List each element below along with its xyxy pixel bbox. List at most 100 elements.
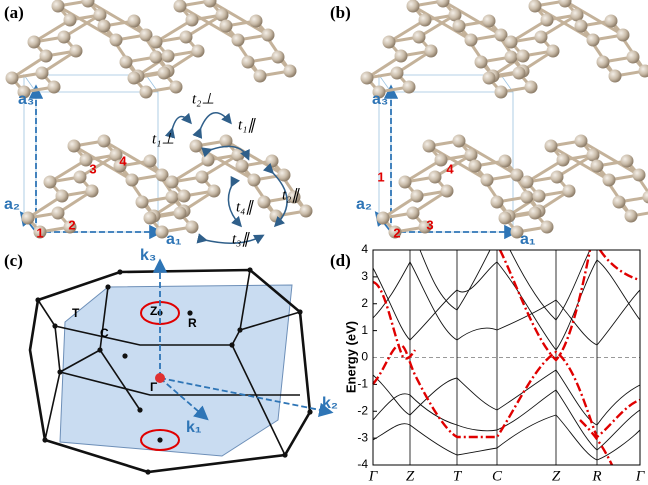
atom bbox=[541, 14, 554, 27]
atom bbox=[391, 67, 404, 80]
atom bbox=[70, 45, 83, 58]
bond bbox=[256, 21, 290, 71]
panel-label: (c) bbox=[4, 251, 23, 270]
y-tick-label: 0 bbox=[361, 350, 368, 364]
bz-point bbox=[137, 407, 142, 412]
atom bbox=[166, 176, 179, 189]
hopping-label: t₂∥ bbox=[282, 187, 300, 203]
reciprocal-vector: k₁ bbox=[186, 419, 202, 436]
atom bbox=[250, 15, 263, 28]
atom bbox=[453, 135, 466, 148]
atom bbox=[170, 81, 183, 94]
atom bbox=[517, 50, 530, 63]
atom bbox=[425, 45, 438, 58]
atom bbox=[423, 140, 436, 153]
atom bbox=[232, 34, 245, 47]
bz-point bbox=[42, 437, 47, 442]
site-label: 4 bbox=[446, 161, 454, 176]
atom bbox=[495, 86, 508, 99]
atom bbox=[547, 45, 560, 58]
atom bbox=[597, 56, 610, 69]
band-plot: 43210-1-2-3-4ΓZTCZRΓ bbox=[357, 242, 645, 484]
atom bbox=[521, 191, 534, 204]
hopping-label: t₂⊥ bbox=[192, 91, 214, 107]
atom bbox=[22, 212, 35, 225]
atom bbox=[208, 185, 221, 198]
atom bbox=[86, 185, 99, 198]
atom bbox=[180, 31, 193, 44]
x-tick-label: R bbox=[591, 468, 601, 484]
band-highlight bbox=[373, 282, 415, 359]
k-point-label: T bbox=[72, 306, 80, 320]
y-tick-label: 3 bbox=[361, 269, 368, 283]
atom bbox=[557, 154, 570, 167]
atom bbox=[453, 20, 466, 33]
atom bbox=[499, 155, 512, 168]
atom bbox=[144, 155, 157, 168]
bond bbox=[581, 26, 615, 76]
atom bbox=[52, 207, 65, 220]
bz-point bbox=[229, 342, 234, 347]
site-label: 2 bbox=[393, 225, 400, 240]
site-label: 2 bbox=[68, 217, 75, 232]
atom bbox=[258, 196, 271, 209]
atom bbox=[150, 51, 163, 64]
y-tick-label: -1 bbox=[357, 377, 368, 391]
y-tick-label: -2 bbox=[357, 403, 368, 417]
atom bbox=[491, 196, 504, 209]
bond bbox=[120, 166, 154, 216]
atom bbox=[150, 36, 163, 49]
site-label: 3 bbox=[89, 161, 96, 176]
bz-plane bbox=[60, 285, 292, 456]
bz-point bbox=[57, 369, 62, 374]
reciprocal-vector: k₃ bbox=[140, 247, 156, 264]
bz-point bbox=[122, 353, 127, 358]
atom bbox=[505, 51, 518, 64]
atom bbox=[535, 31, 548, 44]
atom bbox=[178, 190, 191, 203]
atom bbox=[613, 196, 626, 209]
atom bbox=[441, 185, 454, 198]
band-highlight bbox=[373, 345, 640, 437]
atom bbox=[144, 212, 157, 225]
atom bbox=[563, 185, 576, 198]
x-tick-label: Z bbox=[406, 468, 415, 484]
y-tick-label: 2 bbox=[361, 296, 368, 310]
atom bbox=[499, 212, 512, 225]
k-point-label: Γ bbox=[150, 380, 158, 394]
atom bbox=[407, 207, 420, 220]
k-point-label: C bbox=[100, 326, 109, 340]
k-point-label: R bbox=[188, 316, 197, 330]
atom bbox=[617, 29, 630, 42]
atom bbox=[128, 15, 141, 28]
atom bbox=[411, 190, 424, 203]
atom bbox=[242, 56, 255, 69]
atom bbox=[36, 67, 49, 80]
figure: (a) (b) (c) (d) a₁ a₂ a₃ 1 2 3 4 t₁⊥ t₂⊥… bbox=[0, 0, 648, 485]
site-label: 1 bbox=[377, 169, 384, 184]
atom bbox=[529, 0, 542, 13]
atom bbox=[248, 174, 261, 187]
atom bbox=[262, 29, 275, 42]
atom bbox=[633, 169, 646, 182]
atom bbox=[643, 191, 648, 204]
atom bbox=[158, 67, 171, 80]
atom bbox=[627, 51, 640, 64]
lattice-vector: a₃ bbox=[372, 91, 388, 108]
y-tick-label: 1 bbox=[361, 323, 368, 337]
bz-point bbox=[307, 409, 312, 414]
atom bbox=[196, 171, 209, 184]
atom bbox=[525, 81, 538, 94]
band-highlight bbox=[600, 250, 640, 280]
atom bbox=[272, 51, 285, 64]
x-tick-label: Γ bbox=[635, 468, 646, 484]
atom bbox=[68, 140, 81, 153]
atom bbox=[513, 67, 526, 80]
atom bbox=[541, 221, 554, 234]
atom bbox=[266, 155, 279, 168]
atom bbox=[52, 0, 65, 13]
x-tick-label: C bbox=[492, 468, 503, 484]
bz-point bbox=[247, 267, 252, 272]
bz-point bbox=[117, 269, 122, 274]
atom bbox=[419, 14, 432, 27]
